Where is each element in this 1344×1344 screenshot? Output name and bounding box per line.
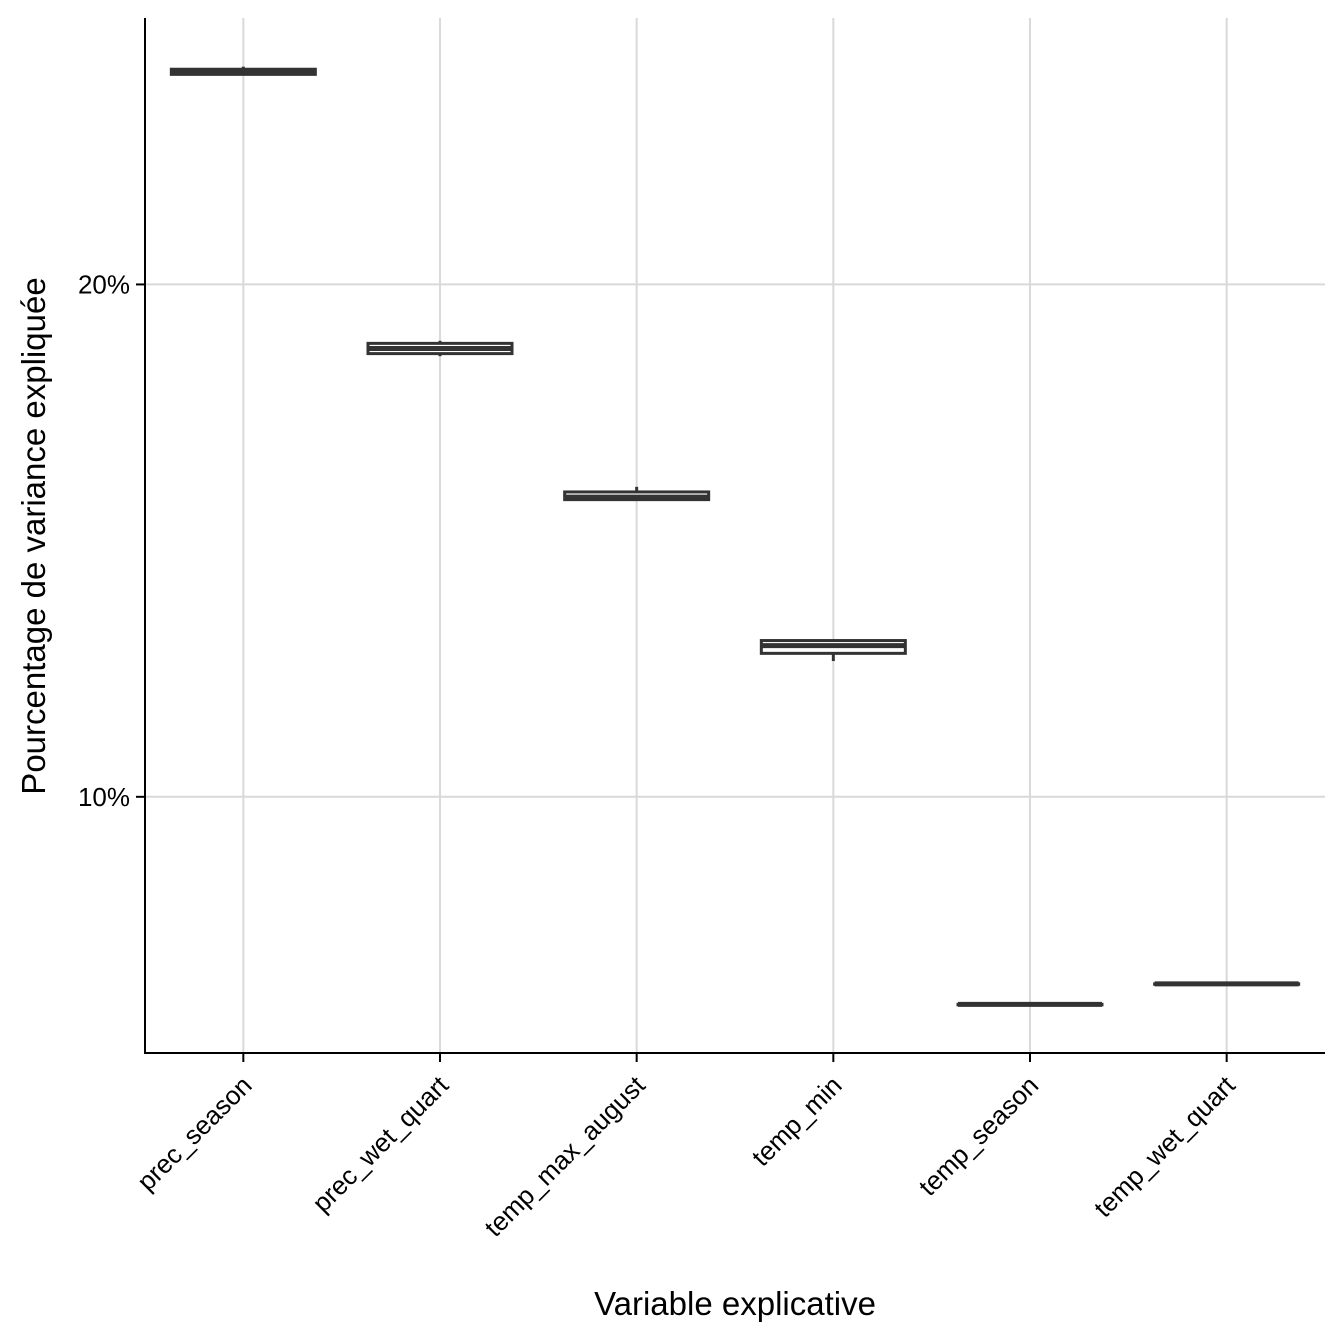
box-temp_wet_quart bbox=[1153, 981, 1301, 987]
box-temp_min bbox=[759, 639, 907, 662]
x-tick-label: temp_season bbox=[913, 1070, 1045, 1202]
y-tick-label: 20% bbox=[78, 269, 130, 299]
x-tick-label: prec_season bbox=[131, 1070, 257, 1196]
grid-layer bbox=[145, 18, 1325, 1053]
x-tick-label: prec_wet_quart bbox=[306, 1069, 454, 1217]
box-prec_season bbox=[169, 66, 317, 76]
box-temp_max_august bbox=[563, 486, 711, 502]
box-layer bbox=[169, 66, 1301, 1007]
x-tick-label: temp_wet_quart bbox=[1088, 1069, 1242, 1223]
x-tick-label: temp_min bbox=[746, 1070, 848, 1172]
axis-layer: 10% 20% prec_season prec_wet_quart temp_max_… bbox=[78, 18, 1325, 1242]
y-axis-title: Pourcentage de variance expliquée bbox=[15, 277, 52, 794]
y-tick-label: 10% bbox=[78, 782, 130, 812]
x-axis-title: Variable explicative bbox=[594, 1285, 876, 1322]
x-tick-label: temp_max_august bbox=[478, 1069, 651, 1242]
box-prec_wet_quart bbox=[366, 340, 514, 357]
box-temp_season bbox=[956, 1001, 1104, 1007]
